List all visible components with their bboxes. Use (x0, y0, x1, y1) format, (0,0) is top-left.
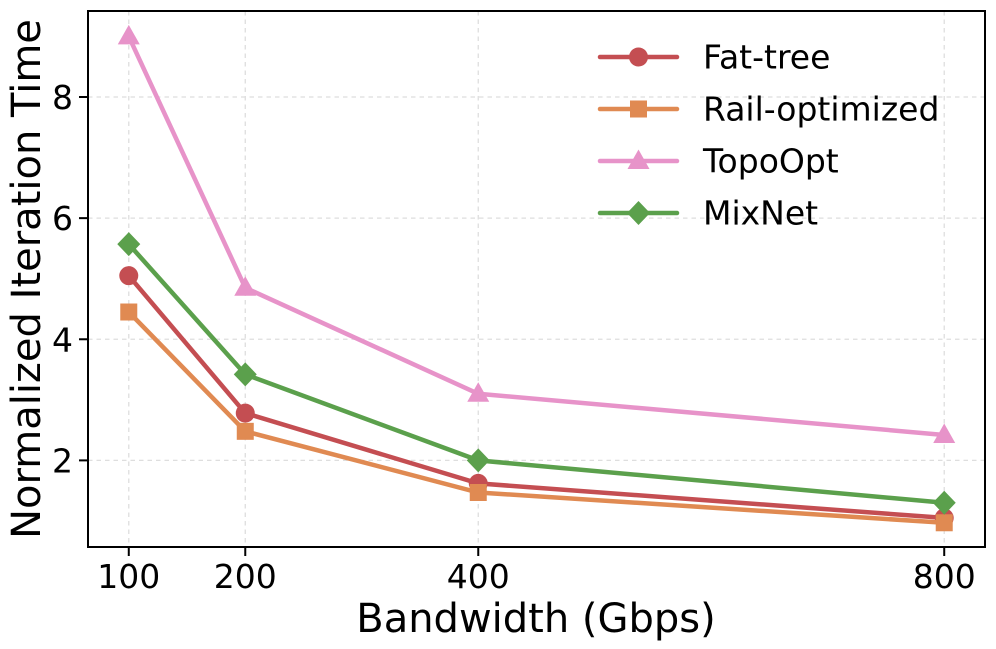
legend-swatch-marker (627, 149, 650, 169)
series-line (126, 273, 947, 521)
series-line (126, 34, 947, 438)
data-point-marker (466, 448, 490, 473)
data-point-marker (236, 422, 254, 440)
series-layer (117, 24, 956, 532)
x-tick-label: 200 (214, 557, 277, 596)
y-tick-label: 6 (52, 199, 73, 238)
data-point-marker (932, 490, 956, 515)
data-point-marker (234, 276, 257, 296)
data-point-marker (233, 362, 257, 387)
data-point-marker (120, 303, 138, 321)
axes-layer: 100 200 400 800 2 4 6 8 (52, 10, 986, 596)
y-tick-label: 2 (52, 441, 73, 480)
series-line (126, 309, 947, 526)
legend-swatch-marker (627, 201, 650, 225)
legend: Fat-tree Rail-optimized TopoOpt MixNet (597, 38, 939, 233)
data-point-marker (117, 232, 141, 257)
data-point-marker (235, 403, 255, 423)
x-tick-label: 400 (447, 557, 510, 596)
x-tick-label: 100 (97, 557, 160, 596)
x-tick-label: 800 (913, 557, 976, 596)
legend-swatch-marker (630, 100, 647, 118)
legend-swatch-marker (629, 47, 648, 67)
plot-border (87, 10, 986, 548)
legend-label: TopoOpt (702, 142, 839, 181)
y-axis-label: Normalized Iteration Time (4, 19, 50, 539)
data-point-marker (467, 382, 490, 402)
legend-label: Rail-optimized (703, 90, 939, 129)
y-tick-label: 8 (52, 78, 73, 117)
data-point-marker (935, 514, 953, 532)
legend-label: MixNet (703, 194, 818, 233)
y-tick-label: 4 (52, 320, 73, 359)
data-point-marker (469, 483, 487, 501)
data-point-marker (119, 266, 139, 286)
data-point-marker (933, 423, 956, 443)
x-axis-label: Bandwidth (Gbps) (356, 596, 716, 642)
data-point-marker (117, 24, 140, 45)
legend-label: Fat-tree (703, 38, 830, 77)
series-line (126, 241, 947, 506)
